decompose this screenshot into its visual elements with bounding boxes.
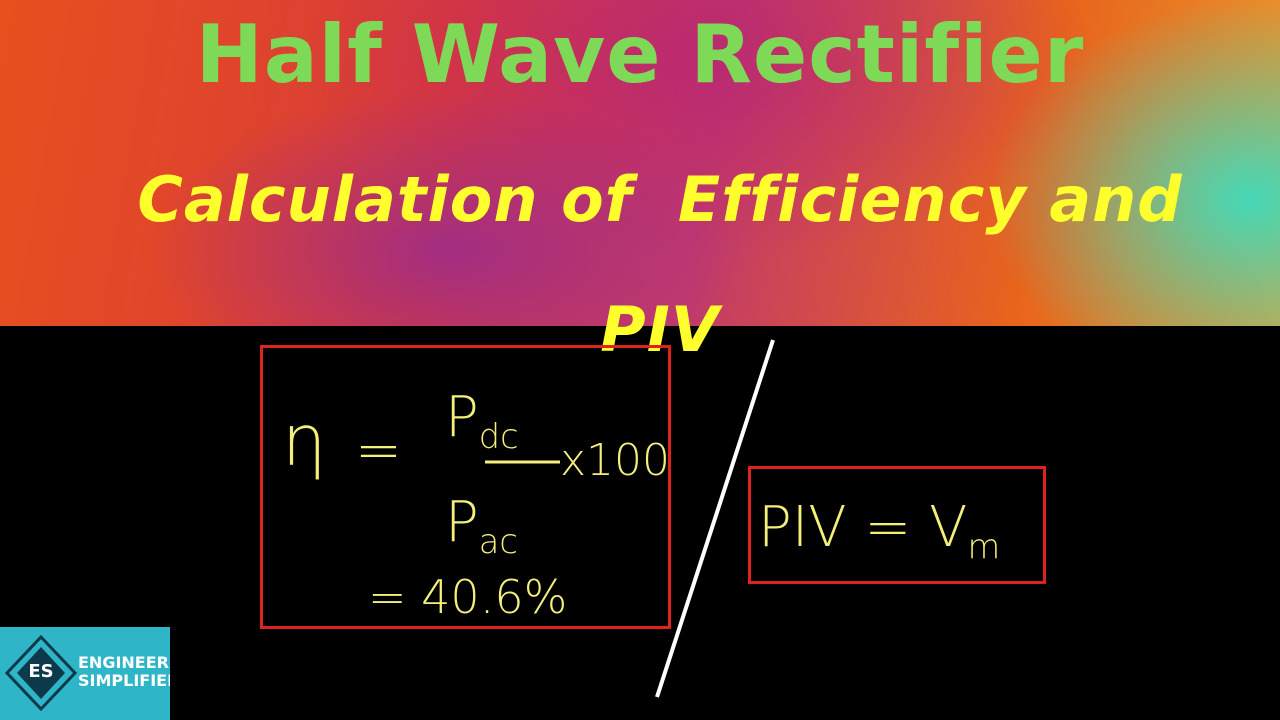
numerator-base: P	[445, 385, 479, 450]
piv-box	[748, 466, 1046, 584]
logo: ES ENGINEERING SIMPLIFIED	[0, 627, 170, 720]
piv-formula: PIV = Vm	[758, 495, 1000, 566]
denominator-base: P	[445, 490, 479, 555]
subtitle: Calculation of Efficiency and PIV	[137, 163, 1206, 366]
logo-initials: ES	[28, 661, 54, 682]
multiplier: x100	[560, 435, 671, 486]
divider-line	[655, 339, 775, 698]
equals: =	[355, 418, 402, 483]
logo-text: ENGINEERING SIMPLIFIED	[78, 654, 170, 690]
result: = 40.6%	[368, 570, 568, 624]
title: Half Wave Rectifier	[195, 8, 1085, 101]
piv-rhs-sub: m	[967, 527, 1001, 567]
denominator: Pac	[445, 490, 518, 561]
banner	[0, 0, 1280, 326]
eta: η	[282, 400, 327, 482]
logo-line1: ENGINEERING	[78, 653, 170, 672]
piv-equals: =	[864, 495, 912, 560]
piv-lhs: PIV	[758, 495, 847, 560]
logo-diamond	[5, 635, 77, 711]
numerator-sub: dc	[478, 417, 519, 457]
piv-rhs-base: V	[929, 495, 968, 560]
efficiency-box	[260, 345, 671, 629]
logo-line2: SIMPLIFIED	[78, 671, 170, 690]
numerator: Pdc	[445, 385, 519, 456]
denominator-sub: ac	[478, 522, 518, 562]
